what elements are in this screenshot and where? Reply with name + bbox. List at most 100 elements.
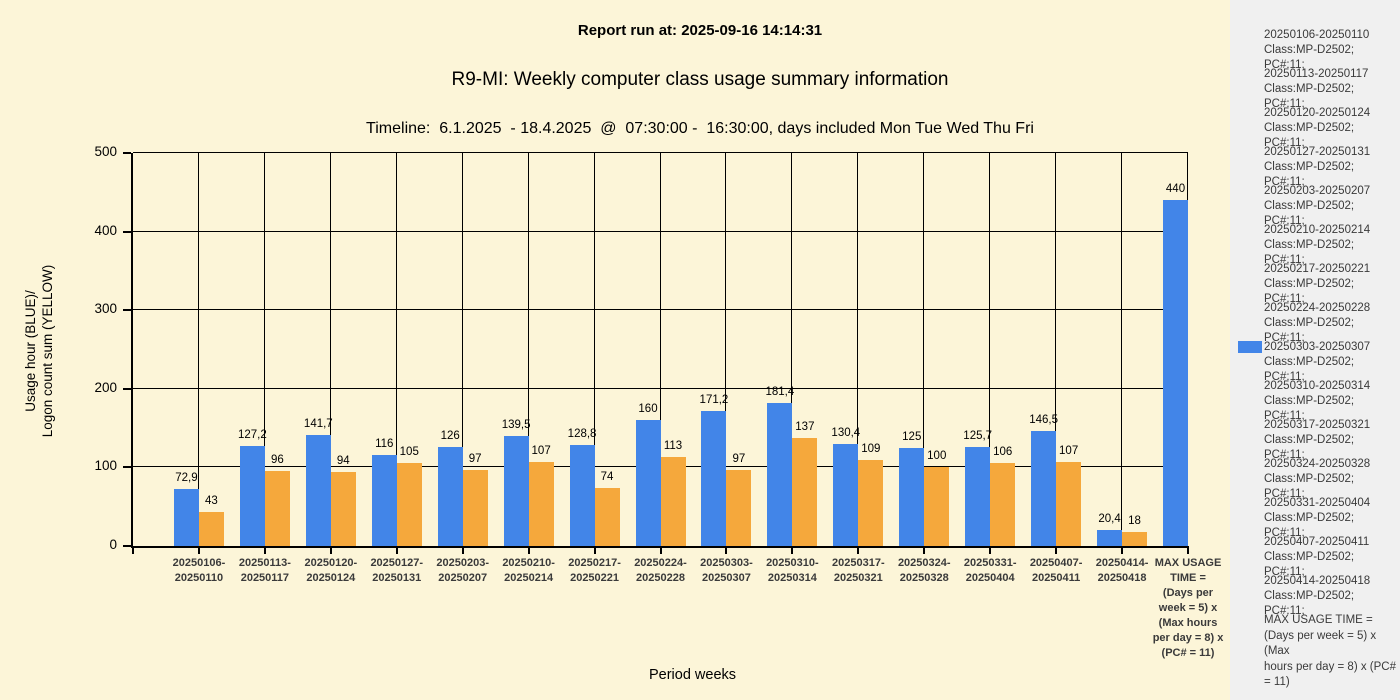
gridline-vertical (1121, 153, 1123, 546)
x-axis-tick (593, 546, 596, 554)
legend-item: 20250331-20250404 Class:MP-D2502; PC#:11; (1264, 496, 1396, 541)
legend-item-range: 20250324-20250328 (1264, 458, 1371, 470)
bar-value-label: 43 (205, 495, 218, 508)
x-category-label: 20250203- 20250207 (436, 557, 489, 584)
legend-item-class-info: Class:MP-D2502; PC#:11; (1264, 473, 1355, 500)
x-axis-tick (1121, 546, 1124, 554)
bar-value-label: 97 (468, 452, 482, 465)
bar-logon-count (792, 438, 818, 546)
legend-item: 20250203-20250207 Class:MP-D2502; PC#:11; (1264, 184, 1396, 229)
legend-item: 20250414-20250418 Class:MP-D2502; PC#:11; (1264, 574, 1396, 619)
legend-item: 20250407-20250411 Class:MP-D2502; PC#:11; (1264, 535, 1396, 580)
x-category-label: 20250127- 20250131 (370, 557, 424, 584)
bar-usage-hour (833, 443, 859, 546)
x-category-label: 20250120- 20250124 (304, 557, 358, 584)
legend-item-class-info: Class:MP-D2502; PC#:11; (1264, 278, 1355, 305)
x-category-label: 20250210- 20250214 (502, 557, 555, 584)
bar-logon-count (660, 457, 686, 546)
x-axis-tick (329, 546, 332, 554)
y-axis-tick (123, 152, 131, 154)
x-category-label: 20250113- 20250117 (238, 557, 291, 584)
bar-value-label: 20,4 (1098, 512, 1121, 525)
legend-item: 20250210-20250214 Class:MP-D2502; PC#:11; (1264, 223, 1396, 268)
bar-value-label: 94 (336, 455, 350, 468)
y-axis-tick (123, 545, 131, 547)
bar-value-label: 116 (375, 437, 394, 450)
bar-usage-hour (173, 488, 199, 546)
bar-value-label: 106 (993, 445, 1013, 458)
gridline-vertical (461, 153, 463, 546)
bar-usage-hour (437, 446, 463, 546)
bar-value-label: 97 (732, 452, 746, 465)
legend-panel: 20250106-20250110 Class:MP-D2502; PC#:11;… (1230, 0, 1400, 700)
legend-item-range: 20250113-20250117 (1264, 68, 1369, 80)
legend-item-range: 20250217-20250221 (1264, 263, 1371, 275)
bar-usage-hour (503, 436, 529, 546)
bar-chart-plot-area: 0 100 200 300 400 500 72,9 43 20250106- 20250110 1… (94, 144, 1223, 659)
gridline-vertical (329, 153, 331, 546)
timeline-subtitle: Timeline: 6.1.2025 - 18.4.2025 @ 07:30:0… (366, 120, 1034, 137)
bar-value-label: 146,5 (1029, 413, 1059, 426)
legend-item-class-info: Class:MP-D2502; PC#:11; (1264, 356, 1355, 383)
bar-value-label: 109 (861, 443, 881, 456)
bar-value-label: 107 (531, 444, 551, 457)
legend-item-class-info: Class:MP-D2502; PC#:11; (1264, 434, 1355, 461)
legend-item-class-info: Class:MP-D2502; PC#:11; (1264, 551, 1355, 578)
bar-usage-hour (239, 446, 265, 546)
bar-value-label: 128,8 (567, 427, 597, 440)
x-axis-tick (923, 546, 926, 554)
x-category-label: 20250106- 20250110 (172, 557, 226, 584)
gridline-vertical (263, 153, 265, 546)
legend-item: 20250324-20250328 Class:MP-D2502; PC#:11; (1264, 457, 1396, 502)
x-axis-tick (527, 546, 530, 554)
gridline-vertical (527, 153, 529, 546)
y-axis-label-line1: Usage hour (BLUE)/ (23, 290, 38, 412)
legend-series-swatch (1238, 341, 1262, 353)
legend-item-range: 20250331-20250404 (1264, 497, 1371, 509)
x-axis-tick (395, 546, 398, 554)
gridline-vertical (857, 153, 859, 546)
bar-value-label: 74 (600, 470, 614, 483)
bar-value-label: 18 (1128, 514, 1141, 527)
bar-usage-hour (1163, 200, 1188, 546)
bar-usage-hour (701, 411, 727, 546)
y-axis-tick (123, 387, 131, 390)
bar-usage-hour (305, 434, 331, 546)
bar-logon-count (594, 487, 620, 546)
x-axis-tick (132, 546, 134, 554)
gridline-horizontal (133, 387, 1188, 389)
y-axis-tick (123, 466, 131, 469)
bar-value-label: 96 (270, 453, 284, 466)
legend-item-class-info: Class:MP-D2502; PC#:11; (1264, 161, 1355, 188)
page-title: R9-MI: Weekly computer class usage summa… (451, 69, 949, 90)
legend-item-class-info: Class:MP-D2502; PC#:11; (1264, 239, 1355, 266)
y-tick-label: 200 (94, 379, 117, 395)
bar-usage-hour (1097, 529, 1123, 546)
y-tick-label: 300 (94, 301, 117, 317)
y-axis-label: Usage hour (BLUE)/ Logon count sum (YELL… (22, 226, 58, 476)
legend-item-class-info: Class:MP-D2502; PC#:11; (1264, 44, 1355, 71)
legend-item-range: 20250224-20250228 (1264, 302, 1371, 314)
bar-value-label: 126 (440, 429, 460, 442)
legend-item: 20250106-20250110 Class:MP-D2502; PC#:11; (1264, 28, 1396, 73)
y-tick-label: 500 (94, 144, 117, 159)
x-category-label: 20250303- 20250307 (700, 557, 753, 584)
legend-item-class-info: Class:MP-D2502; PC#:11; (1264, 395, 1355, 422)
bar-logon-count (198, 512, 224, 546)
bar-value-label: 127,2 (237, 429, 267, 442)
legend-item-class-info: Class:MP-D2502; PC#:11; (1264, 122, 1355, 149)
bar-value-label: 100 (927, 450, 947, 463)
x-axis-tick (1055, 546, 1058, 554)
bar-logon-count (264, 470, 290, 546)
bar-value-label: 440 (1165, 183, 1186, 196)
legend-item-class-info: Class:MP-D2502; PC#:11; (1264, 590, 1355, 617)
y-axis-tick (123, 230, 131, 233)
y-axis-tick (123, 309, 131, 312)
x-category-label: MAX USAGE TIME = (Days per week = 5) x (Max … (1152, 557, 1224, 659)
legend-item-class-info: Class:MP-D2502; PC#:11; (1264, 200, 1355, 227)
bar-logon-count (726, 469, 752, 546)
bar-logon-count (1122, 531, 1148, 546)
gridline-vertical (395, 153, 397, 546)
bar-value-label: 107 (1059, 444, 1079, 457)
